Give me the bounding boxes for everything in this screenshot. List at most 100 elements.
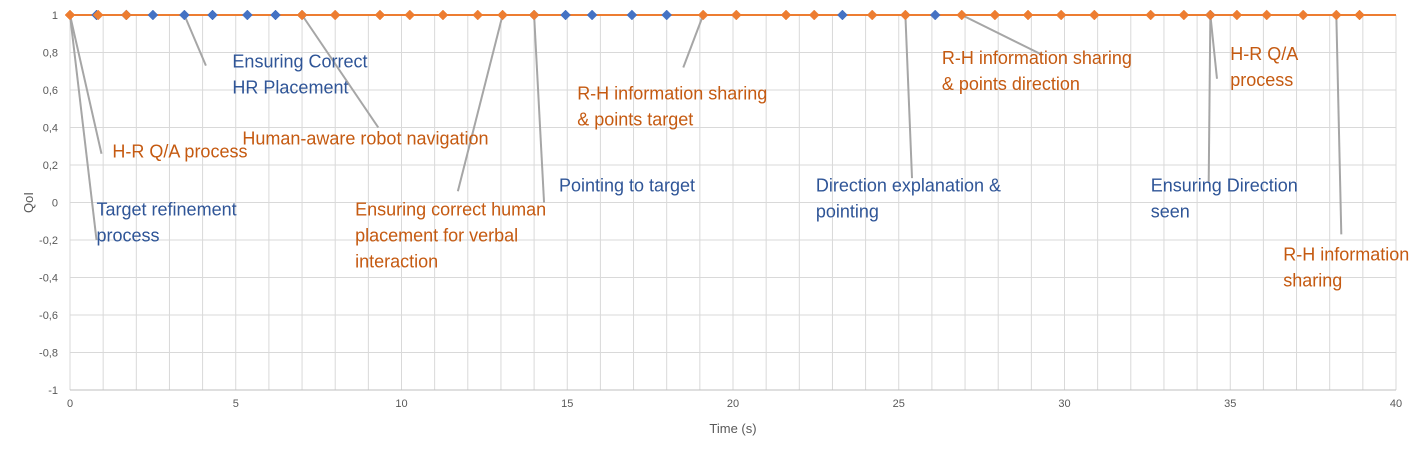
annotation-leader bbox=[69, 14, 98, 241]
data-point-marker bbox=[1205, 9, 1216, 21]
annotation-leader-lines bbox=[69, 14, 1343, 241]
data-point-marker bbox=[956, 9, 968, 21]
annotation-leader bbox=[301, 14, 380, 129]
annotation-label: Ensuring correct human placement for verb… bbox=[355, 200, 546, 272]
annotation-line: pointing bbox=[816, 201, 879, 221]
annotation-line: Ensuring Direction bbox=[1151, 175, 1298, 195]
data-point-marker bbox=[866, 9, 878, 21]
data-point-marker bbox=[1145, 9, 1157, 21]
data-point-marker bbox=[437, 9, 449, 21]
annotation-line: sharing bbox=[1283, 271, 1342, 291]
y-tick-label: -0,6 bbox=[39, 310, 58, 322]
y-axis-title: QoI bbox=[21, 192, 36, 213]
y-tick-label: 0,2 bbox=[43, 160, 58, 172]
annotation-line: Target refinement bbox=[97, 200, 237, 220]
data-point-marker bbox=[147, 9, 159, 21]
data-point-marker bbox=[929, 9, 941, 21]
data-point-marker bbox=[900, 9, 911, 21]
y-tick-label: 0,6 bbox=[43, 85, 58, 97]
x-tick-label: 25 bbox=[893, 398, 905, 410]
annotation-leader bbox=[533, 14, 546, 203]
annotation-line: placement for verbal bbox=[355, 226, 518, 246]
data-point-marker bbox=[1178, 9, 1190, 21]
data-point-marker bbox=[1055, 9, 1067, 21]
data-point-marker bbox=[661, 9, 673, 21]
annotation-line: HR Placement bbox=[232, 78, 348, 98]
annotation-line: interaction bbox=[355, 252, 438, 272]
annotation-line: seen bbox=[1151, 201, 1190, 221]
annotation-line: H-R Q/A bbox=[1230, 44, 1298, 64]
x-tick-labels: 0 5 10 15 20 25 30 35 40 bbox=[67, 398, 1402, 410]
data-point-marker bbox=[1330, 9, 1342, 21]
data-point-marker bbox=[1297, 9, 1309, 21]
annotation-leader bbox=[904, 14, 914, 179]
annotation-label: R-H information sharing bbox=[1283, 245, 1409, 291]
annotation-line: & points target bbox=[577, 109, 693, 129]
annotation-label: Pointing to target bbox=[559, 175, 695, 195]
data-point-marker bbox=[808, 9, 820, 21]
y-tick-labels: 1 0,8 0,6 0,4 0,2 0 -0,2 -0,4 -0,6 -0,8 -1 bbox=[39, 10, 58, 397]
annotation-line: R-H information bbox=[1283, 245, 1409, 265]
data-point-marker bbox=[697, 9, 709, 21]
y-tick-label: 0,4 bbox=[43, 123, 58, 135]
annotation-label: Ensuring Correct HR Placement bbox=[232, 52, 367, 98]
y-tick-label: -0,8 bbox=[39, 348, 58, 360]
y-tick-label: -0,4 bbox=[39, 273, 58, 285]
annotation-label: R-H information sharing & points directio… bbox=[942, 48, 1132, 94]
data-point-marker bbox=[207, 9, 218, 21]
grid-lines bbox=[69, 14, 1397, 391]
data-point-marker bbox=[64, 9, 76, 21]
data-point-marker bbox=[1261, 9, 1273, 21]
annotation-line: R-H information sharing bbox=[942, 48, 1132, 68]
data-point-marker bbox=[329, 9, 341, 21]
data-point-marker bbox=[404, 9, 416, 21]
annotation-line: process bbox=[97, 226, 160, 246]
data-point-marker bbox=[560, 9, 571, 21]
annotation-label: Direction explanation & pointing bbox=[816, 175, 1001, 221]
annotation-label: R-H information sharing & points target bbox=[577, 83, 767, 129]
data-point-marker bbox=[1088, 9, 1100, 21]
data-point-marker bbox=[780, 9, 792, 21]
y-tick-label: -0,2 bbox=[39, 235, 58, 247]
annotation-line: & points direction bbox=[942, 74, 1080, 94]
series-group bbox=[64, 9, 1396, 21]
data-point-marker bbox=[241, 9, 253, 21]
data-point-marker bbox=[837, 9, 848, 21]
annotation-line: process bbox=[1230, 70, 1293, 90]
data-point-marker bbox=[296, 9, 308, 21]
x-tick-label: 20 bbox=[727, 398, 739, 410]
annotation-leader bbox=[961, 14, 1042, 56]
data-point-marker bbox=[989, 9, 1001, 21]
data-point-marker bbox=[626, 9, 638, 21]
annotation-line: R-H information sharing bbox=[577, 83, 767, 103]
y-tick-label: 0,8 bbox=[43, 48, 58, 60]
x-tick-label: 0 bbox=[67, 398, 73, 410]
annotation-line: Human-aware robot navigation bbox=[242, 128, 488, 148]
data-point-marker bbox=[270, 9, 281, 21]
annotation-line: Direction explanation & bbox=[816, 175, 1001, 195]
data-point-marker bbox=[1022, 9, 1034, 21]
data-point-marker bbox=[472, 9, 484, 21]
annotation-leader bbox=[456, 14, 504, 192]
y-tick-label: -1 bbox=[48, 385, 58, 397]
annotation-label: Target refinement process bbox=[97, 200, 237, 246]
x-tick-label: 40 bbox=[1390, 398, 1402, 410]
x-tick-label: 15 bbox=[561, 398, 573, 410]
annotation-leader bbox=[1209, 14, 1218, 79]
data-point-marker bbox=[121, 9, 132, 21]
annotation-label: H-R Q/A process bbox=[112, 142, 247, 162]
annotation-leader bbox=[183, 14, 207, 67]
annotation-line: Pointing to target bbox=[559, 175, 695, 195]
y-tick-label: 0 bbox=[52, 198, 58, 210]
data-point-marker bbox=[1354, 9, 1365, 21]
data-point-marker bbox=[497, 9, 508, 21]
annotation-label: H-R Q/A process bbox=[1230, 44, 1298, 90]
annotation-leader bbox=[1335, 14, 1343, 235]
annotation-labels: Ensuring Correct HR Placement H-R Q/A proc… bbox=[97, 44, 1410, 291]
y-tick-label: 1 bbox=[52, 10, 58, 22]
data-point-marker bbox=[179, 9, 190, 21]
x-tick-label: 35 bbox=[1224, 398, 1236, 410]
annotation-line: Ensuring correct human bbox=[355, 200, 546, 220]
annotation-leader bbox=[69, 14, 103, 154]
